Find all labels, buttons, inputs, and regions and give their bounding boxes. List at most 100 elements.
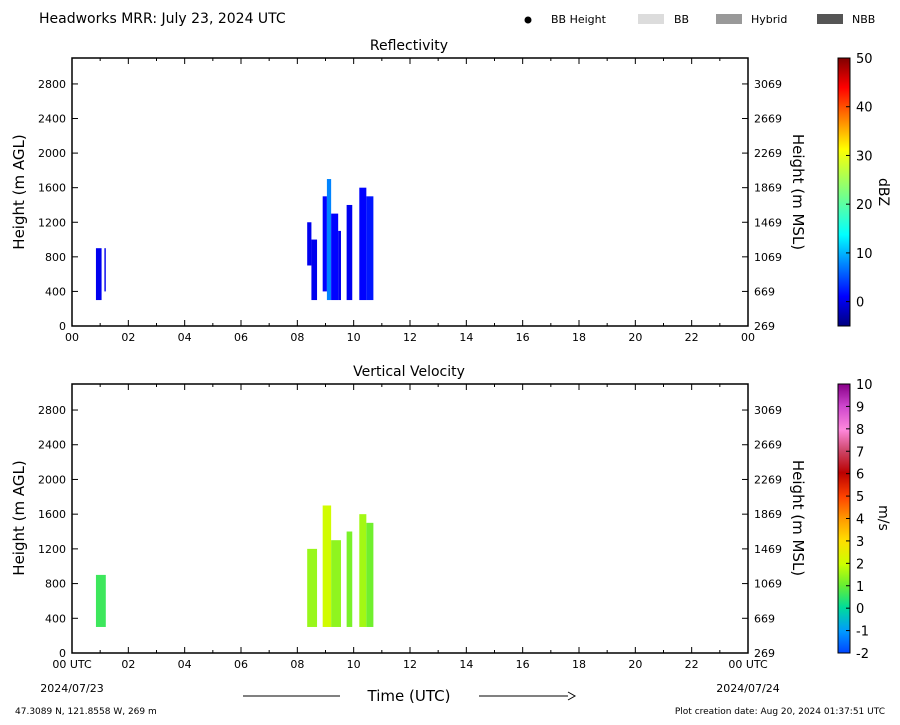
colorbar-tick-label: 4 (856, 513, 864, 528)
y-right-tick-label: 669 (754, 612, 775, 625)
x-tick-label: 08 (290, 658, 304, 671)
colorbar-tick-label: 30 (856, 149, 873, 164)
reflectivity-colorbar-label: dBZ (875, 178, 891, 206)
echo-cell-4 (311, 239, 318, 301)
velocity-colorbar-label: m/s (875, 505, 891, 531)
x-tick-label: 04 (178, 331, 192, 344)
legend-nbb-patch (817, 14, 843, 24)
velocity-echoes (95, 505, 374, 627)
velocity-panel: Vertical Velocity 00 UTC 02 04 06 08 10 12 14 16… (10, 364, 891, 671)
y-tick-label: 1200 (38, 543, 66, 556)
velocity-x-axis: 00 UTC 02 04 06 08 10 12 14 16 18 20 22 00 UTC (52, 384, 768, 671)
colorbar-tick-label: 40 (856, 101, 873, 116)
echo-cell-1 (95, 574, 106, 627)
x-tick-label: 02 (121, 658, 135, 671)
colorbar-tick-label: 50 (856, 52, 873, 67)
y-tick-label: 2400 (38, 439, 66, 452)
legend-bb-label: BB (674, 13, 689, 26)
colorbar-tick-label: 10 (856, 247, 873, 262)
colorbar-tick-label: 0 (856, 602, 864, 617)
echo-cell-6 (359, 514, 367, 627)
y-tick-label: 0 (59, 647, 66, 660)
y-tick-label: 800 (45, 578, 66, 591)
colorbar-tick-label: 2 (856, 557, 864, 572)
echo-cell-10 (359, 187, 367, 301)
y-right-tick-label: 2269 (754, 147, 782, 160)
echo-cell-6 (326, 179, 332, 301)
colorbar-tick-label: 5 (856, 490, 864, 505)
y-right-tick-label: 1469 (754, 543, 782, 556)
reflectivity-panel: Reflectivity 00 02 04 06 08 10 12 14 16 18 20 22 00 … (10, 38, 891, 344)
colorbar-tick-label: 9 (856, 400, 864, 415)
y-tick-label: 400 (45, 612, 66, 625)
y-right-tick-label: 2669 (754, 113, 782, 126)
colorbar-tick-label: 7 (856, 445, 864, 460)
y-right-tick-label: 1069 (754, 251, 782, 264)
colorbar-tick-label: -1 (856, 625, 869, 640)
echo-cell-9 (346, 204, 353, 301)
y-tick-label: 800 (45, 251, 66, 264)
colorbar-tick-label: 20 (856, 198, 873, 213)
echo-cell-3 (307, 222, 312, 266)
velocity-ylabel-right: Height (m MSL) (789, 460, 807, 576)
x-tick-label: 16 (516, 658, 530, 671)
time-arrow-head (567, 691, 577, 701)
legend-hybrid-label: Hybrid (751, 13, 787, 26)
echo-cell-2 (104, 248, 106, 292)
figure-title: Headworks MRR: July 23, 2024 UTC (39, 11, 286, 27)
y-right-tick-label: 1469 (754, 216, 782, 229)
x-tick-label: 14 (459, 331, 473, 344)
reflectivity-colorbar-ticks: 0 10 20 30 40 50 (846, 52, 873, 311)
y-tick-label: 2400 (38, 113, 66, 126)
x-tick-label: 12 (403, 658, 417, 671)
x-tick-label: 00 (741, 331, 755, 344)
legend-hybrid-patch (716, 14, 742, 24)
y-tick-label: 2800 (38, 404, 66, 417)
y-tick-label: 400 (45, 285, 66, 298)
x-tick-label: 18 (572, 331, 586, 344)
x-tick-label: 18 (572, 658, 586, 671)
x-tick-label: 22 (685, 658, 699, 671)
x-tick-label: 16 (516, 331, 530, 344)
reflectivity-echoes (95, 179, 374, 301)
x-tick-label: 00 UTC (52, 658, 92, 671)
y-tick-label: 1600 (38, 182, 66, 195)
y-right-tick-label: 2669 (754, 439, 782, 452)
x-tick-label: 04 (178, 658, 192, 671)
x-tick-label: 06 (234, 331, 248, 344)
y-tick-label: 2000 (38, 473, 66, 486)
y-tick-label: 2800 (38, 78, 66, 91)
echo-cell-7 (331, 213, 339, 301)
y-tick-label: 2000 (38, 147, 66, 160)
colorbar-tick-label: 1 (856, 580, 864, 595)
reflectivity-y-axis: 0 400 800 1200 1600 2000 2400 2800 (38, 78, 78, 333)
start-date: 2024/07/23 (40, 682, 103, 695)
x-tick-label: 12 (403, 331, 417, 344)
y-right-tick-label: 1869 (754, 508, 782, 521)
x-tick-label: 10 (347, 331, 361, 344)
echo-cell-2 (307, 548, 318, 627)
x-tick-label: 02 (121, 331, 135, 344)
y-right-tick-label: 669 (754, 285, 775, 298)
y-right-tick-label: 3069 (754, 404, 782, 417)
y-right-tick-label: 269 (754, 647, 775, 660)
echo-cell-4 (331, 540, 341, 627)
reflectivity-ylabel-right: Height (m MSL) (789, 134, 807, 250)
x-tick-label: 06 (234, 658, 248, 671)
y-tick-label: 1600 (38, 508, 66, 521)
echo-cell-5 (322, 196, 327, 292)
y-right-tick-label: 3069 (754, 78, 782, 91)
echo-cell-11 (366, 196, 374, 301)
velocity-y-axis: 0 400 800 1200 1600 2000 2400 2800 (38, 404, 78, 660)
x-tick-label: 22 (685, 331, 699, 344)
colorbar-tick-label: 10 (856, 378, 873, 393)
colorbar-tick-label: -2 (856, 647, 869, 662)
reflectivity-plot-frame (71, 57, 749, 327)
y-right-tick-label: 1069 (754, 578, 782, 591)
reflectivity-title: Reflectivity (370, 38, 448, 54)
y-tick-label: 1200 (38, 216, 66, 229)
figure-legend: BB Height BB Hybrid NBB (524, 13, 875, 26)
y-tick-label: 0 (59, 320, 66, 333)
velocity-title: Vertical Velocity (353, 364, 465, 380)
